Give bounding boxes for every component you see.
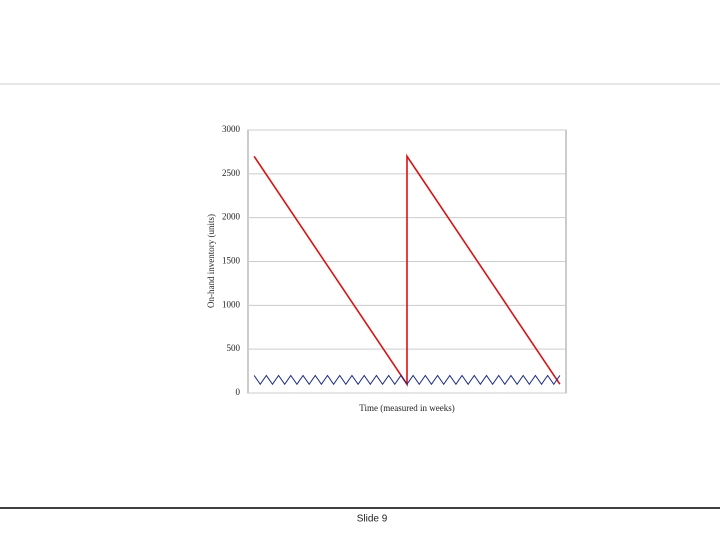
- y-tick-label: 2500: [222, 168, 241, 178]
- slide-number: Slide 9: [357, 514, 388, 525]
- series-line: [253, 153, 561, 387]
- y-axis-label: On-hand inventory (units): [206, 214, 216, 308]
- x-axis-label: Time (measured in weeks): [359, 403, 454, 413]
- y-tick-label: 1000: [222, 299, 241, 309]
- y-tick-label: 3000: [222, 124, 241, 134]
- series-line: [253, 374, 561, 386]
- y-tick-label: 2000: [222, 212, 241, 222]
- y-tick-label: 0: [236, 387, 241, 397]
- y-tick-label: 500: [227, 343, 241, 353]
- y-tick-label: 1500: [222, 256, 241, 266]
